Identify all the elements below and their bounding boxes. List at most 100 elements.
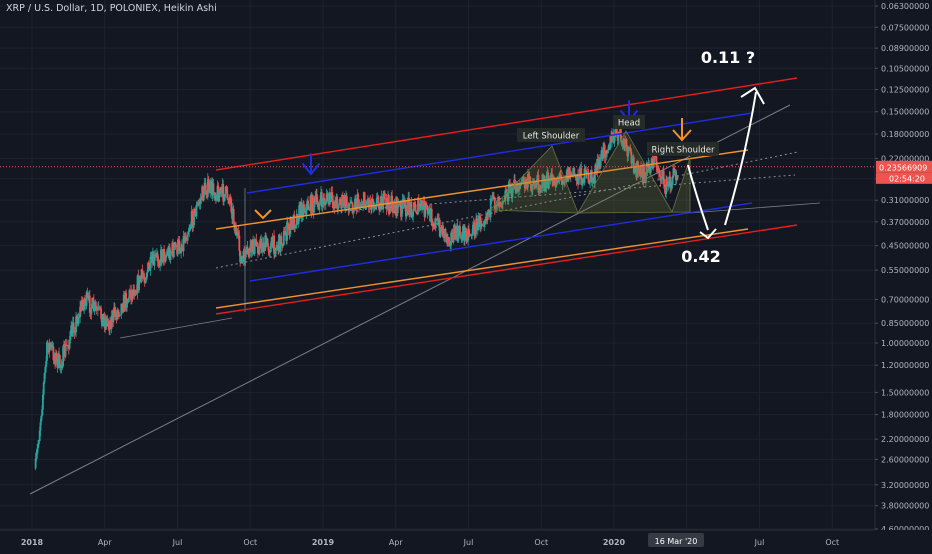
candle-body	[379, 210, 381, 211]
candle-body	[42, 394, 44, 410]
candle-body	[163, 248, 166, 261]
label-target-up: 0.11 ?	[701, 48, 755, 67]
candle-body	[92, 298, 94, 301]
candle-body	[380, 196, 383, 206]
candle-body	[599, 158, 602, 168]
candle-body	[411, 216, 414, 218]
candle-body	[391, 195, 394, 201]
candle-body	[345, 196, 348, 206]
candle-body	[116, 309, 119, 320]
candle-body	[105, 318, 108, 327]
candle-body	[307, 200, 309, 210]
candle-body	[408, 210, 411, 215]
candle-body	[442, 225, 444, 238]
candle-body	[542, 174, 545, 177]
candle-body	[274, 254, 276, 255]
candle-body	[35, 454, 38, 459]
label-left-shoulder-bg	[517, 128, 585, 142]
candle-body	[354, 198, 357, 208]
candle-body	[258, 243, 261, 254]
price-tick-label: 0.07500000	[881, 23, 929, 32]
arrow-orange-right	[672, 118, 692, 142]
candle-body	[629, 148, 632, 152]
candle-body	[400, 209, 403, 217]
candle-body	[621, 144, 624, 145]
candle-body	[611, 133, 613, 143]
candle-body	[470, 234, 473, 236]
label-right-shoulder-bg	[647, 142, 719, 156]
candle-body	[669, 176, 672, 189]
candle-body	[96, 307, 99, 311]
candle-body	[623, 138, 626, 148]
label-left-shoulder: Left Shoulder	[523, 132, 580, 142]
price-tick-label: 2.20000000	[881, 435, 929, 444]
orange-channel-top	[215, 149, 749, 230]
candle-body	[662, 170, 665, 185]
candle-body	[386, 201, 389, 210]
candle-body	[222, 183, 225, 202]
candle-body	[101, 313, 104, 327]
candle-body	[377, 196, 380, 204]
candle-body	[205, 190, 208, 195]
candle-body	[178, 240, 181, 252]
candle-body	[126, 303, 128, 308]
candle-body	[39, 421, 42, 431]
candle-body	[83, 298, 86, 311]
orange-channel-bottom	[215, 228, 749, 309]
candle-body	[559, 173, 562, 175]
price-axis-panel	[875, 0, 932, 550]
time-tick-label: Jul	[754, 538, 765, 547]
candle-body	[296, 213, 299, 224]
candle-body	[215, 194, 218, 201]
candle-body	[368, 200, 371, 208]
candle-body	[571, 174, 574, 175]
candle-body	[410, 201, 413, 217]
time-tick-label: Apr	[389, 538, 404, 547]
candle-body	[449, 245, 452, 247]
candle-body	[484, 220, 486, 225]
candle-body	[58, 353, 60, 356]
candle-body	[371, 198, 374, 202]
candle-body	[68, 340, 71, 349]
candle-body	[633, 172, 636, 173]
candle-body	[371, 198, 373, 210]
candle-body	[279, 236, 282, 253]
candle-body	[626, 145, 629, 157]
candle-body	[169, 253, 172, 260]
candle-body	[666, 178, 668, 186]
candle-body	[223, 200, 225, 202]
candle-body	[193, 208, 195, 225]
candle-body	[461, 231, 464, 241]
candle-body	[198, 203, 201, 205]
candle-body	[467, 228, 469, 241]
candle-body	[396, 197, 398, 214]
candle-body	[155, 255, 157, 257]
candle-body	[305, 204, 308, 215]
candle-body	[525, 178, 528, 185]
candle-body	[229, 197, 232, 199]
candle-body	[95, 305, 98, 310]
candle-body	[74, 332, 77, 334]
candle-body	[64, 344, 67, 357]
candle-body	[556, 180, 559, 183]
candle-body	[583, 168, 586, 183]
price-tick-label: 0.10500000	[881, 64, 929, 73]
candle-body	[412, 210, 415, 217]
candle-body	[503, 201, 506, 202]
candle-body	[604, 155, 607, 158]
candle-body	[530, 183, 533, 192]
candle-body	[165, 254, 168, 255]
candle-body	[540, 187, 543, 189]
candle-body	[474, 233, 477, 237]
candle-body	[497, 197, 500, 206]
candle-body	[297, 220, 300, 224]
candle-body	[558, 173, 561, 180]
candle-body	[36, 448, 39, 455]
candle-body	[491, 195, 494, 199]
price-tick-label: 0.70000000	[881, 296, 929, 305]
candle-body	[531, 189, 533, 192]
dotted-midline	[215, 151, 799, 269]
candle-body	[75, 316, 77, 333]
